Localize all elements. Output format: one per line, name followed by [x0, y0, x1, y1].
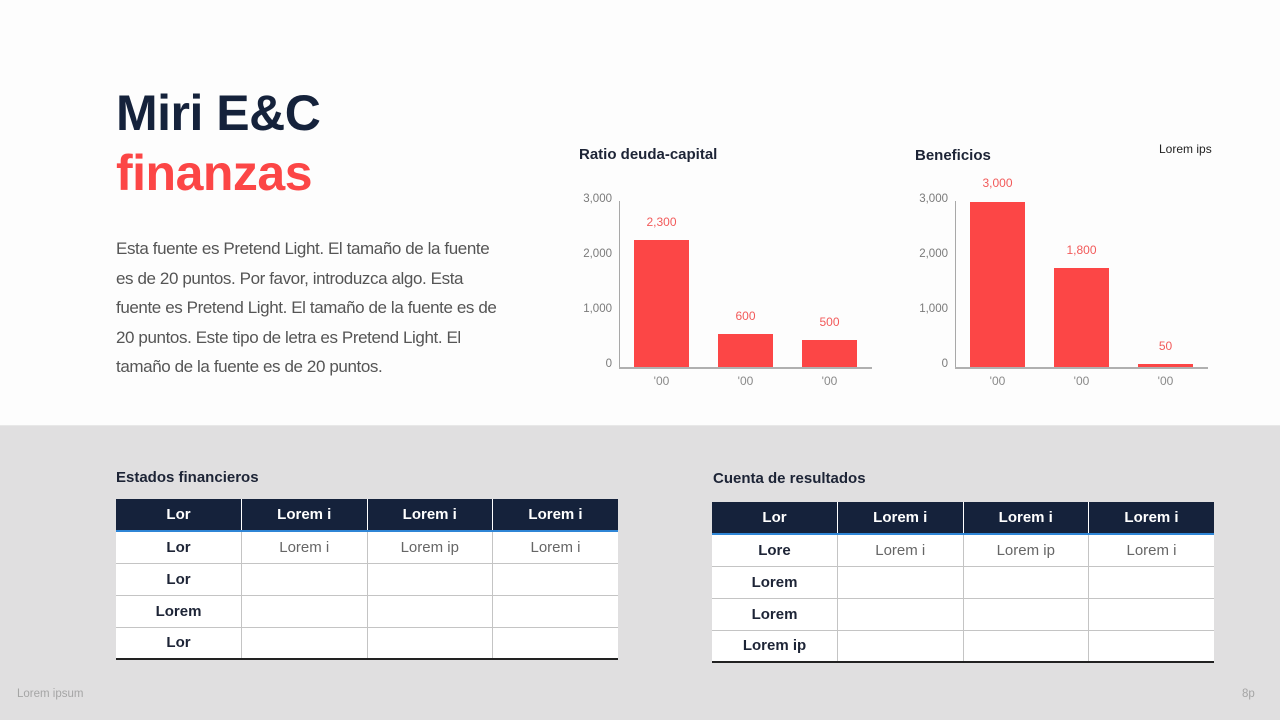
column-header: Lorem i: [492, 499, 618, 532]
y-tick: 2,000: [583, 248, 612, 260]
bar: [718, 334, 773, 367]
table-cell: [962, 598, 1089, 631]
table-header-row: Lor Lorem i Lorem i Lorem i: [712, 502, 1214, 535]
y-tick: 0: [941, 358, 948, 370]
x-axis: [619, 367, 872, 369]
table-cell: [366, 563, 493, 596]
x-tick: '00: [1157, 374, 1174, 388]
column-header: Lorem i: [241, 499, 367, 532]
table-row: Lorem: [116, 595, 618, 628]
y-tick: 0: [605, 358, 612, 370]
column-header: Lorem i: [366, 499, 493, 532]
table-cell: [366, 627, 493, 660]
row-header: Lorem: [712, 598, 838, 631]
table-cell: Lorem i: [1088, 534, 1214, 567]
table-title-income-statement: Cuenta de resultados: [713, 470, 866, 487]
table-cell: [241, 563, 367, 596]
table-row: Lor: [116, 627, 618, 660]
corner-note: Lorem ips: [1159, 142, 1212, 156]
bar-value-label: 2,300: [646, 215, 677, 229]
y-axis: [955, 201, 956, 368]
y-tick: 2,000: [919, 248, 948, 260]
bar: [802, 340, 857, 367]
chart-title-debt-equity: Ratio deuda-capital: [579, 146, 718, 163]
column-header: Lorem i: [1088, 502, 1214, 535]
table-cell: [241, 627, 367, 660]
x-tick: '00: [1073, 374, 1090, 388]
footer-text: Lorem ipsum: [17, 688, 84, 700]
table-cell: [366, 595, 493, 628]
body-paragraph: Esta fuente es Pretend Light. El tamaño …: [116, 239, 497, 376]
y-tick: 1,000: [583, 303, 612, 315]
x-tick: '00: [653, 374, 670, 388]
row-header: Lorem: [116, 595, 242, 628]
bar-value-label: 3,000: [982, 176, 1013, 190]
chart-title-profits: Beneficios: [915, 147, 991, 164]
y-tick: 3,000: [583, 193, 612, 205]
table-cell: Lorem ip: [962, 534, 1089, 567]
table-row: Lorem: [712, 566, 1214, 599]
column-header: Lor: [712, 502, 838, 535]
row-header: Lorem ip: [712, 630, 838, 663]
row-header: Lore: [712, 534, 838, 567]
table-cell: [837, 598, 963, 631]
row-header: Lorem: [712, 566, 838, 599]
table-cell: Lorem i: [837, 534, 963, 567]
table-row: Lore Lorem i Lorem ip Lorem i: [712, 534, 1214, 567]
table-cell: [837, 630, 963, 663]
table-title-financial-statements: Estados financieros: [116, 469, 259, 486]
y-tick: 1,000: [919, 303, 948, 315]
table-header-row: Lor Lorem i Lorem i Lorem i: [116, 499, 618, 532]
table-cell: [962, 630, 1089, 663]
y-axis: [619, 201, 620, 368]
bar-value-label: 1,800: [1066, 243, 1097, 257]
row-header: Lor: [116, 563, 242, 596]
table-cell: Lorem i: [492, 531, 618, 564]
table-cell: Lorem ip: [366, 531, 493, 564]
column-header: Lorem i: [837, 502, 963, 535]
y-tick: 3,000: [919, 193, 948, 205]
table-cell: [492, 563, 618, 596]
bar: [970, 202, 1025, 367]
table-cell: Lorem i: [241, 531, 367, 564]
column-header: Lor: [116, 499, 242, 532]
page-subtitle: finanzas: [116, 145, 313, 201]
x-tick: '00: [821, 374, 838, 388]
financial-statements-table: Lor Lorem i Lorem i Lorem i Lor Lorem i …: [116, 499, 618, 660]
row-header: Lor: [116, 627, 242, 660]
bar: [1054, 268, 1109, 367]
table-row: Lorem ip: [712, 630, 1214, 663]
page-title: Miri E&C: [116, 85, 321, 141]
table-cell: [1088, 630, 1214, 663]
bar: [634, 240, 689, 367]
bar-value-label: 500: [819, 315, 840, 329]
table-cell: [1088, 566, 1214, 599]
table-cell: [241, 595, 367, 628]
table-row: Lor: [116, 563, 618, 596]
page-number: 8p: [1242, 688, 1255, 700]
income-statement-table: Lor Lorem i Lorem i Lorem i Lore Lorem i…: [712, 502, 1214, 663]
table-cell: [837, 566, 963, 599]
table-cell: [1088, 598, 1214, 631]
table-row: Lor Lorem i Lorem ip Lorem i: [116, 531, 618, 564]
column-header: Lorem i: [962, 502, 1089, 535]
table-row: Lorem: [712, 598, 1214, 631]
table-cell: [492, 627, 618, 660]
x-tick: '00: [989, 374, 1006, 388]
bar-value-label: 50: [1158, 339, 1173, 353]
bar-value-label: 600: [735, 309, 756, 323]
table-cell: [492, 595, 618, 628]
row-header: Lor: [116, 531, 242, 564]
table-cell: [962, 566, 1089, 599]
bar: [1138, 364, 1193, 367]
x-tick: '00: [737, 374, 754, 388]
x-axis: [955, 367, 1208, 369]
